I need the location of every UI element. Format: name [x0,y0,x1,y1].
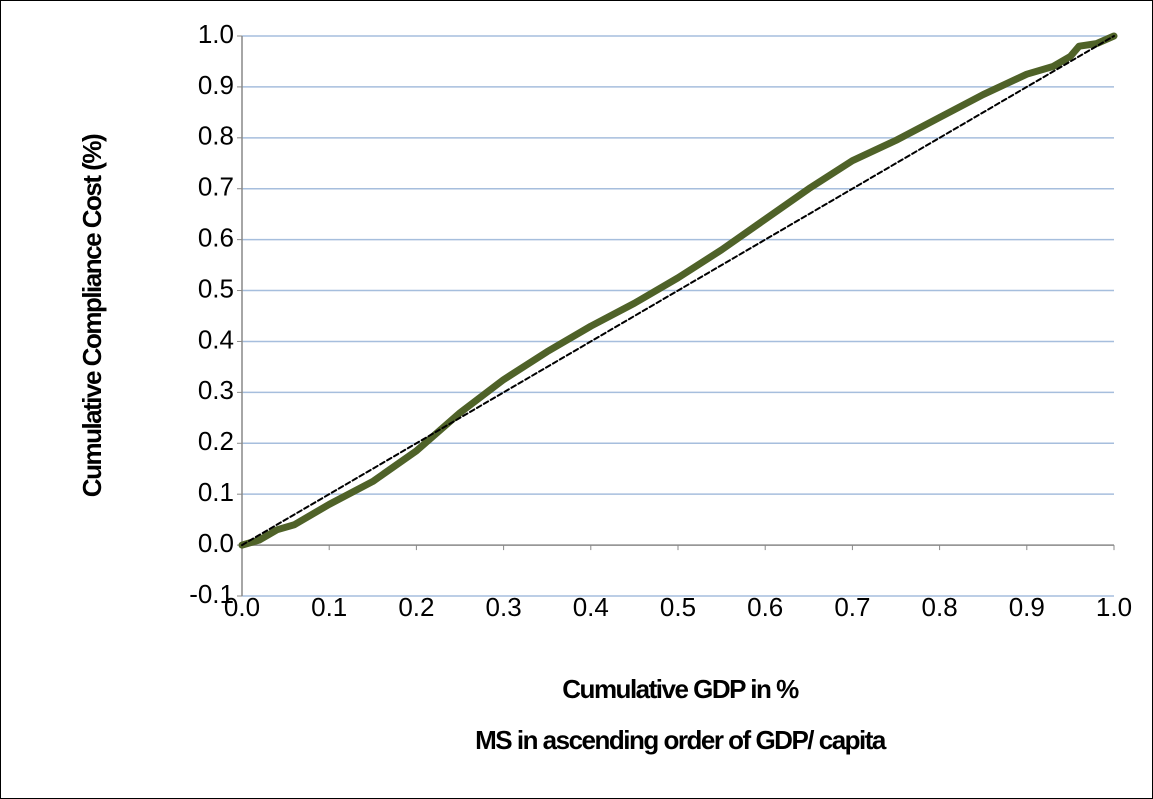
x-axis-title: MS in ascending order of GDP/ capita [475,725,887,755]
y-tick-label: 0.1 [198,477,234,507]
x-tick-label: 0.6 [747,592,783,622]
y-tick-label: 0.5 [198,273,234,303]
y-tick-label: 0.8 [198,121,234,151]
y-tick-label: 0.3 [198,375,234,405]
y-tick-label: 0.4 [198,324,234,354]
x-tick-label: 0.2 [398,592,434,622]
y-tick-label: 0.9 [198,70,234,100]
reference-line [241,35,1115,547]
y-tick-label: 0.6 [198,223,234,253]
x-tick-label: 0.8 [922,592,958,622]
y-axis-title: Cumulative Compliance Cost (%) [77,134,107,497]
data-line [238,32,1118,549]
x-tick-label: 1.0 [1096,592,1132,622]
y-tick-label: 1.0 [198,19,234,49]
x-tick-label: 0.3 [486,592,522,622]
x-tick-label: 0.0 [224,592,260,622]
x-tick-label: 0.9 [1009,592,1045,622]
y-tick-label: 0.0 [198,528,234,558]
y-tick-label: 0.2 [198,426,234,456]
y-tick-label: -0.1 [189,579,234,609]
x-axis-title: Cumulative GDP in % [562,674,799,704]
x-tick-label: 0.1 [311,592,347,622]
x-tick-label: 0.4 [573,592,609,622]
y-tick-label: 0.7 [198,172,234,202]
x-tick-label: 0.5 [660,592,696,622]
x-tick-label: 0.7 [834,592,870,622]
